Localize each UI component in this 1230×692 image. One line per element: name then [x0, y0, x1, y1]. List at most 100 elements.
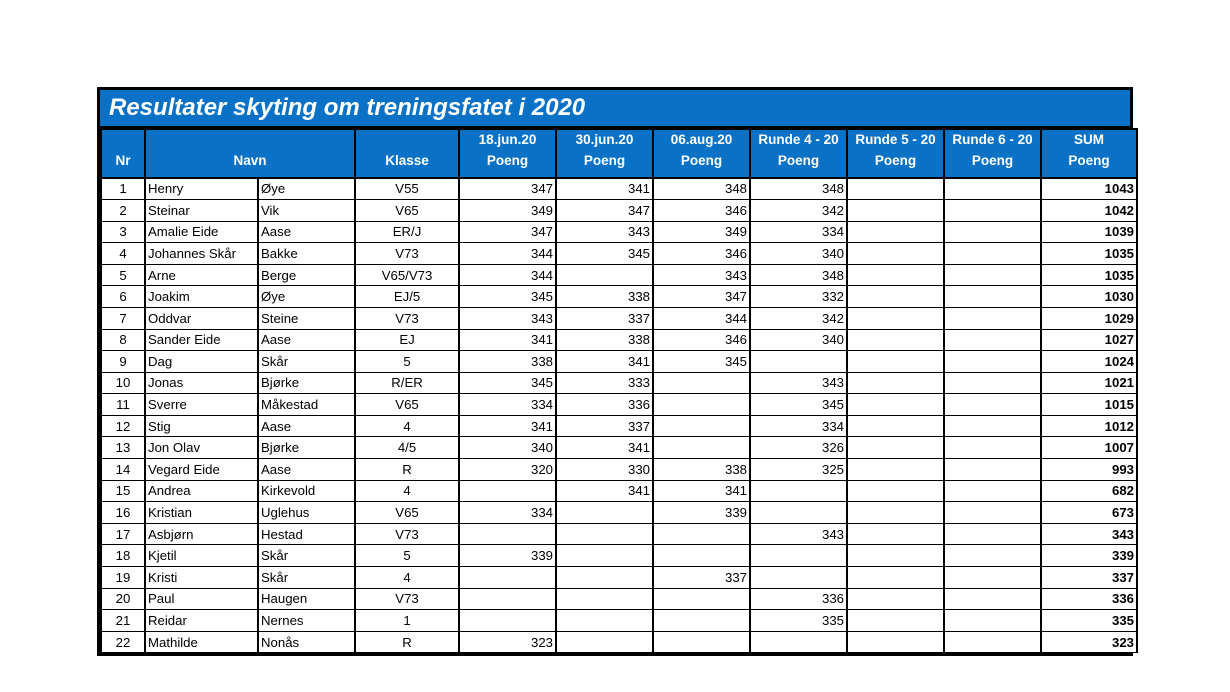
first-name-cell: Sverre	[144, 393, 259, 416]
score-cell	[943, 630, 1043, 654]
sum-cell: 1029	[1040, 306, 1139, 330]
score-cell	[846, 328, 946, 352]
nr-cell: 3	[100, 220, 146, 244]
score-cell: 333	[555, 371, 655, 395]
score-cell: 338	[458, 350, 558, 373]
score-cell: 342	[749, 306, 849, 330]
table-row: 11 Sverre Måkestad V65 334 336 345 1015	[100, 393, 1139, 416]
first-name-cell: Sander Eide	[144, 328, 259, 352]
score-cell	[943, 242, 1043, 265]
first-name-cell: Jon Olav	[144, 436, 259, 460]
first-name-cell: Mathilde	[144, 630, 259, 654]
last-name-cell: Skår	[257, 544, 357, 568]
page-title: Resultater skyting om treningsfatet i 20…	[100, 90, 1130, 128]
sum-cell: 1043	[1040, 177, 1139, 200]
score-cell: 348	[749, 177, 849, 200]
nr-cell: 9	[100, 350, 146, 373]
first-name-cell: Paul	[144, 587, 259, 611]
score-cell: 345	[652, 350, 752, 373]
score-cell: 337	[555, 414, 655, 438]
score-cell	[846, 285, 946, 308]
header-sum-poeng: Poeng	[1068, 152, 1110, 168]
score-cell-highlighted: 340	[749, 242, 849, 265]
table-row: 15 Andrea Kirkevold 4 341 341 682	[100, 479, 1139, 503]
header-round-1-poeng: Poeng	[486, 152, 529, 168]
first-name-cell: Stig	[144, 414, 259, 438]
first-name-cell: Jonas	[144, 371, 259, 395]
sum-cell: 1035	[1040, 242, 1139, 265]
last-name-cell: Aase	[257, 328, 357, 352]
last-name-cell: Steine	[257, 306, 357, 330]
score-cell: 347	[555, 198, 655, 222]
score-cell: 334	[458, 501, 558, 524]
nr-cell: 1	[100, 177, 146, 200]
klasse-cell: R	[354, 458, 461, 481]
score-cell	[846, 371, 946, 395]
sum-cell: 1012	[1040, 414, 1139, 438]
header-round-6: Runde 6 - 20 Poeng	[943, 128, 1043, 179]
score-cell	[943, 587, 1043, 611]
first-name-cell: Kjetil	[144, 544, 259, 568]
sum-cell: 343	[1040, 522, 1139, 546]
first-name-cell: Arne	[144, 263, 259, 287]
last-name-cell: Aase	[257, 220, 357, 244]
score-cell	[652, 630, 752, 654]
last-name-cell: Uglehus	[257, 501, 357, 524]
table-row: 6 Joakim Øye EJ/5 345 338 347 332 1030	[100, 285, 1139, 308]
last-name-cell: Berge	[257, 263, 357, 287]
score-cell	[943, 177, 1043, 200]
klasse-cell: V73	[354, 522, 461, 546]
klasse-cell: 4	[354, 414, 461, 438]
last-name-cell: Haugen	[257, 587, 357, 611]
sum-cell: 1021	[1040, 371, 1139, 395]
score-cell	[943, 566, 1043, 589]
score-cell: 343	[749, 522, 849, 546]
score-cell	[652, 587, 752, 611]
sum-cell: 336	[1040, 587, 1139, 611]
score-cell	[846, 436, 946, 460]
nr-cell: 12	[100, 414, 146, 438]
first-name-cell: Dag	[144, 350, 259, 373]
score-cell: 340	[458, 436, 558, 460]
score-cell: 334	[458, 393, 558, 416]
sum-cell: 1007	[1040, 436, 1139, 460]
klasse-cell: 5	[354, 350, 461, 373]
first-name-cell: Henry	[144, 177, 259, 200]
nr-cell: 4	[100, 242, 146, 265]
header-round-4-poeng: Poeng	[777, 152, 820, 168]
score-cell: 335	[749, 609, 849, 632]
table-row: 22 Mathilde Nonås R 323 323	[100, 630, 1139, 654]
score-cell	[749, 630, 849, 654]
score-cell	[846, 630, 946, 654]
score-cell	[652, 393, 752, 416]
klasse-cell: 5	[354, 544, 461, 568]
score-cell	[943, 393, 1043, 416]
first-name-cell: Steinar	[144, 198, 259, 222]
score-cell: 338	[555, 285, 655, 308]
nr-cell: 8	[100, 328, 146, 352]
header-navn: Navn	[143, 128, 357, 179]
score-cell	[458, 609, 558, 632]
score-cell	[555, 263, 655, 287]
header-row: Nr Navn Klasse 18.jun.20 Poeng 30.jun.20…	[100, 128, 1139, 179]
header-klasse: Klasse	[354, 128, 461, 179]
score-cell: 346	[652, 198, 752, 222]
table-row: 7 Oddvar Steine V73 343 337 344 342 1029	[100, 306, 1139, 330]
score-cell	[555, 501, 655, 524]
score-cell	[846, 263, 946, 287]
score-cell: 348	[749, 263, 849, 287]
last-name-cell: Bjørke	[257, 436, 357, 460]
score-cell	[846, 350, 946, 373]
score-cell	[652, 371, 752, 395]
klasse-cell: 4/5	[354, 436, 461, 460]
score-cell-highlighted: 337	[555, 306, 655, 330]
score-cell	[749, 501, 849, 524]
score-cell	[943, 306, 1043, 330]
klasse-cell: V65	[354, 198, 461, 222]
score-cell	[749, 350, 849, 373]
table-row: 5 Arne Berge V65/V73 344 343 348 1035	[100, 263, 1139, 287]
score-cell	[943, 522, 1043, 546]
score-cell	[846, 522, 946, 546]
header-round-4-label: Runde 4 - 20	[758, 132, 839, 147]
last-name-cell: Øye	[257, 285, 357, 308]
